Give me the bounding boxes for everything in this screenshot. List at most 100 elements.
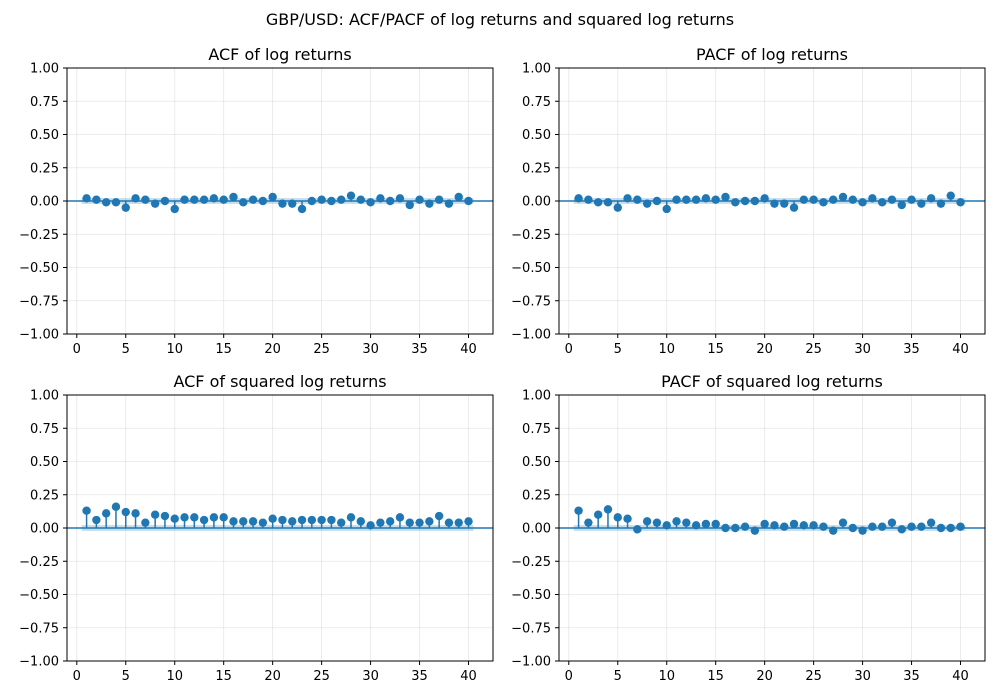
x-tick-label: 35 <box>411 342 428 357</box>
data-point <box>838 518 848 527</box>
data-point <box>603 505 613 514</box>
y-tick-label: 1.00 <box>522 62 551 77</box>
data-point <box>239 198 248 207</box>
data-point <box>297 204 307 214</box>
y-tick-label: 0.75 <box>30 95 59 110</box>
data-point <box>385 196 395 206</box>
data-point <box>858 198 867 207</box>
y-tick-label: 0.75 <box>522 95 551 110</box>
x-tick-label: 20 <box>264 669 281 684</box>
data-point <box>633 525 642 534</box>
data-point <box>415 518 424 527</box>
y-tick-label: −0.75 <box>19 294 59 309</box>
subplot-1: 0 5 10 15 20 25 30 35 40 1.00 0.75 0.50 0.25 0.00 −0.2… <box>19 45 494 357</box>
data-point <box>307 196 317 206</box>
data-point <box>395 513 405 522</box>
data-point <box>346 513 356 522</box>
data-point <box>711 195 720 204</box>
x-tick-label: 40 <box>460 342 477 357</box>
data-point <box>434 511 444 521</box>
data-point <box>199 515 209 525</box>
y-tick-label: 1.00 <box>30 389 59 404</box>
data-point <box>750 196 760 206</box>
data-point <box>278 199 287 208</box>
data-point <box>395 194 405 203</box>
data-point <box>701 194 711 203</box>
data-point <box>337 195 346 204</box>
data-point <box>956 198 965 207</box>
data-point <box>956 522 965 531</box>
y-tick-label: −0.75 <box>511 294 551 309</box>
x-tick-label: 30 <box>362 669 379 684</box>
data-point <box>356 195 365 204</box>
y-tick-label: −0.50 <box>511 261 551 276</box>
data-point <box>229 517 238 526</box>
x-tick-label: 5 <box>614 669 622 684</box>
data-point <box>219 513 228 522</box>
data-point <box>848 523 857 533</box>
data-point <box>219 195 228 204</box>
subplot-title: ACF of squared log returns <box>173 372 386 391</box>
y-tick-label: −0.50 <box>19 588 59 603</box>
data-point <box>297 515 307 525</box>
data-point <box>209 194 219 203</box>
data-point <box>887 195 897 204</box>
data-point <box>111 198 121 207</box>
data-point <box>150 510 160 519</box>
data-point <box>917 522 926 531</box>
y-tick-label: −1.00 <box>19 328 59 343</box>
x-tick-label: 5 <box>614 342 622 357</box>
data-point <box>337 518 346 527</box>
data-point <box>897 200 906 210</box>
data-point <box>691 521 701 530</box>
data-point <box>789 519 799 529</box>
x-tick-label: 25 <box>805 342 822 357</box>
data-point <box>780 522 789 531</box>
data-point <box>150 199 160 208</box>
x-tick-label: 40 <box>952 669 969 684</box>
data-point <box>141 195 150 204</box>
x-tick-label: 20 <box>756 342 773 357</box>
x-tick-label: 15 <box>215 342 232 357</box>
data-point <box>829 526 838 535</box>
data-point <box>760 519 769 529</box>
data-point <box>92 195 101 204</box>
data-point <box>385 517 395 526</box>
data-point <box>652 196 662 206</box>
data-point <box>288 517 297 526</box>
x-tick-label: 10 <box>658 342 675 357</box>
data-point <box>633 195 642 204</box>
data-point <box>327 515 336 525</box>
data-point <box>190 513 199 522</box>
data-point <box>750 526 760 535</box>
data-point <box>799 521 809 530</box>
data-point <box>877 198 887 207</box>
y-tick-label: 0.00 <box>30 195 59 210</box>
data-point <box>317 195 326 204</box>
x-tick-label: 40 <box>952 342 969 357</box>
data-point <box>268 192 277 202</box>
x-tick-label: 25 <box>805 669 822 684</box>
y-tick-label: −0.50 <box>19 261 59 276</box>
data-point <box>131 509 140 518</box>
x-tick-label: 0 <box>565 669 573 684</box>
data-point <box>239 517 248 526</box>
y-tick-label: −0.25 <box>19 555 59 570</box>
y-tick-label: −1.00 <box>19 655 59 670</box>
y-tick-label: −1.00 <box>511 655 551 670</box>
data-point <box>691 195 701 204</box>
data-point <box>464 196 473 206</box>
data-point <box>731 523 740 533</box>
data-point <box>180 195 189 204</box>
data-point <box>405 518 414 527</box>
y-tick-label: 0.25 <box>30 488 59 503</box>
subplot-2: 0 5 10 15 20 25 30 35 40 1.00 0.75 0.50 0.25 0.00 −0.2… <box>511 45 986 357</box>
x-tick-label: 25 <box>313 669 330 684</box>
data-point <box>268 514 277 523</box>
data-point <box>946 191 955 200</box>
data-point <box>701 519 711 529</box>
data-point <box>711 519 720 529</box>
data-point <box>425 517 434 526</box>
data-point <box>642 199 652 208</box>
data-point <box>327 196 336 206</box>
